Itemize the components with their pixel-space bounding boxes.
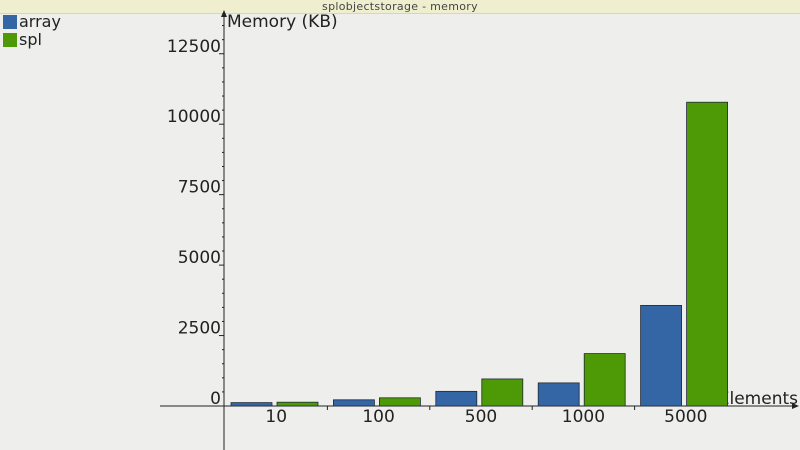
legend-label-spl: spl (19, 30, 42, 49)
bar-array-10 (230, 402, 273, 407)
bar-spl-1000 (583, 353, 626, 407)
bar-array-1000 (537, 382, 580, 407)
x-axis-title: Elements (719, 389, 798, 409)
y-tick-label: 12500 (167, 37, 221, 57)
y-tick-label: 5000 (178, 248, 221, 268)
legend-swatch-array (3, 15, 17, 29)
x-tick-label: 10 (265, 407, 287, 427)
bar-array-100 (332, 399, 375, 407)
window-title: splobjectstorage - memory (0, 0, 800, 14)
bar-spl-500 (481, 378, 524, 407)
bar-spl-10 (276, 401, 319, 407)
y-tick-label: 2500 (178, 319, 221, 339)
legend-item-array: array (3, 13, 61, 31)
y-axis-title: Memory (KB) (227, 12, 338, 32)
bar-array-500 (435, 390, 478, 407)
bar-spl-5000 (686, 101, 728, 407)
x-tick-label: 100 (362, 407, 394, 427)
chart-legend: array spl (3, 13, 61, 49)
y-tick-label: 7500 (178, 178, 221, 198)
x-axis-arrow (792, 403, 799, 409)
bar-spl-100 (378, 397, 421, 407)
y-tick-label: 10000 (167, 107, 221, 127)
y-axis-arrow (221, 10, 227, 17)
legend-label-array: array (19, 12, 61, 31)
bar-array-5000 (640, 304, 682, 407)
y-tick-label: 0 (210, 389, 221, 409)
legend-swatch-spl (3, 33, 17, 47)
x-tick-label: 500 (465, 407, 497, 427)
x-tick-label: 1000 (562, 407, 605, 427)
legend-item-spl: spl (3, 31, 61, 49)
x-tick-label: 5000 (664, 407, 707, 427)
